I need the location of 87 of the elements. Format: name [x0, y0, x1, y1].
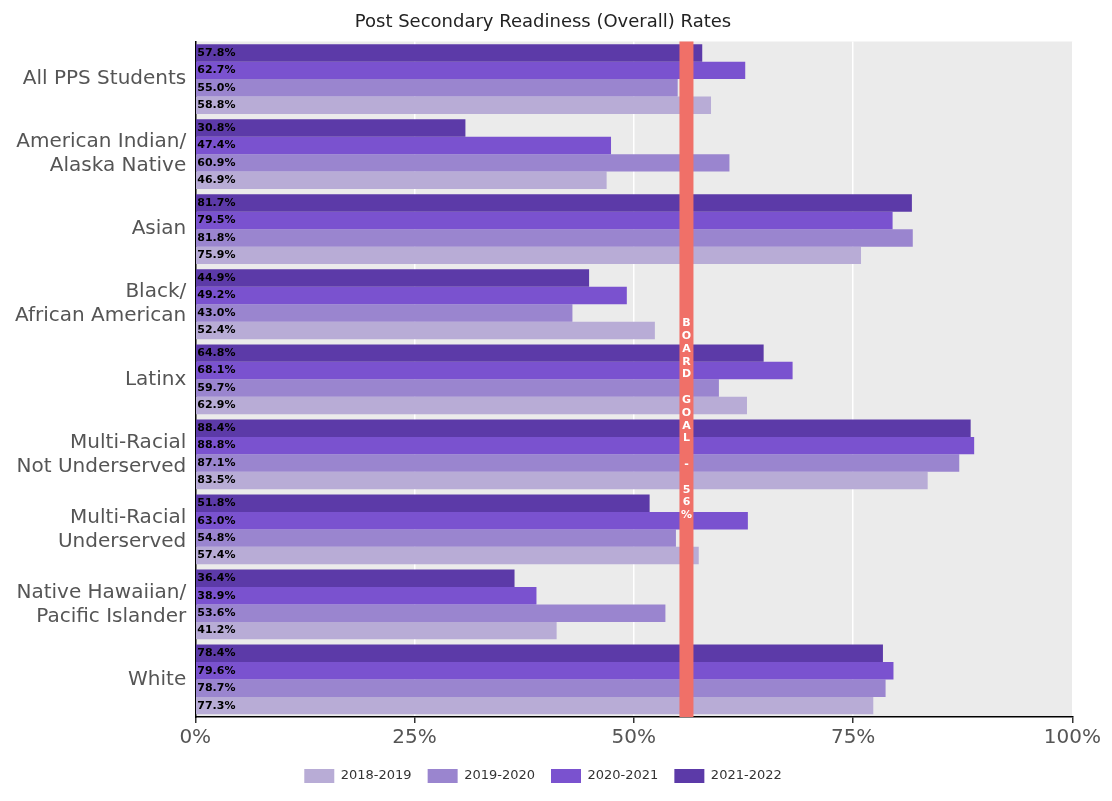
data-label: 36.4%: [197, 571, 236, 585]
data-label: 87.1%: [197, 455, 236, 469]
data-label: 79.6%: [197, 663, 236, 677]
bar: [196, 494, 650, 512]
bar: [196, 379, 719, 397]
data-label: 57.4%: [197, 548, 236, 562]
legend-label: 2020-2021: [587, 767, 659, 783]
x-tick-label: 25%: [392, 724, 437, 749]
data-label: 63.0%: [197, 513, 236, 527]
y-tick-label: White: [128, 665, 187, 690]
x-tick-label: 0%: [179, 724, 212, 749]
bar: [196, 119, 466, 137]
y-tick-label: Black/ African American: [15, 278, 187, 327]
bar: [196, 644, 883, 663]
x-tick-label: 50%: [611, 724, 657, 749]
data-label: 54.8%: [197, 530, 236, 544]
data-label: 78.4%: [197, 646, 236, 660]
bar: [196, 396, 747, 415]
legend-label: 2018-2019: [340, 767, 412, 783]
data-label: 78.7%: [197, 681, 236, 695]
data-label: 88.8%: [197, 438, 236, 452]
bar: [196, 511, 748, 530]
bar: [196, 662, 894, 680]
y-tick-label: Asian: [131, 215, 187, 240]
data-label: 81.7%: [197, 195, 236, 209]
data-label: 68.1%: [197, 363, 236, 377]
y-tick-label: All PPS Students: [22, 65, 187, 90]
bar: [196, 454, 960, 472]
data-label: 64.8%: [197, 345, 236, 359]
data-label: 62.9%: [197, 398, 236, 412]
bar: [196, 621, 557, 640]
data-label: 51.8%: [197, 496, 236, 510]
data-label: 47.4%: [197, 138, 236, 152]
y-tick-label: Latinx: [124, 365, 187, 390]
bar: [196, 546, 699, 565]
bar: [196, 679, 886, 697]
data-label: 57.8%: [197, 45, 236, 59]
data-label: 44.9%: [197, 270, 236, 284]
data-label: 41.2%: [197, 623, 236, 637]
y-tick-label: Multi-Racial Not Underserved: [16, 428, 187, 477]
data-label: 49.2%: [197, 288, 236, 302]
data-label: 58.8%: [197, 98, 236, 112]
data-label: 77.3%: [197, 698, 236, 712]
bar: [196, 154, 730, 172]
data-label: 38.9%: [197, 588, 236, 602]
bar: [196, 44, 703, 62]
data-label: 43.0%: [197, 305, 236, 319]
bar: [196, 136, 612, 155]
bar: [196, 696, 874, 715]
bar: [196, 286, 627, 305]
data-label: 30.8%: [197, 120, 236, 134]
data-label: 81.8%: [197, 230, 236, 244]
bar: [196, 304, 573, 322]
bar: [196, 569, 515, 587]
data-label: 59.7%: [197, 380, 236, 394]
data-label: 79.5%: [197, 213, 236, 227]
bar: [196, 194, 912, 212]
data-label: 46.9%: [197, 173, 236, 187]
data-label: 53.6%: [197, 606, 236, 620]
data-label: 88.4%: [197, 421, 236, 435]
y-tick-label: American Indian/ Alaska Native: [16, 128, 187, 177]
bar: [196, 246, 862, 265]
bar: [196, 604, 666, 622]
bar: [196, 321, 655, 340]
bar: [196, 61, 746, 80]
text: BOARD GOAL - 56%: [680, 316, 692, 522]
bar: [196, 586, 537, 605]
y-tick-label: Multi-Racial Underserved: [57, 503, 187, 552]
data-label: 75.9%: [197, 248, 236, 262]
data-label: 83.5%: [197, 473, 236, 487]
bar: [196, 96, 712, 115]
data-label: 55.0%: [197, 80, 236, 94]
bar: [196, 269, 590, 287]
bar: [196, 79, 678, 97]
bar: [196, 229, 913, 247]
chart-title: Post Secondary Readiness (Overall) Rates: [354, 10, 732, 32]
legend-label: 2021-2022: [710, 767, 782, 783]
x-tick-label: 75%: [830, 724, 876, 749]
bar: [196, 211, 893, 230]
data-label: 52.4%: [197, 323, 236, 337]
bar: [196, 171, 607, 190]
data-label: 62.7%: [197, 63, 236, 77]
x-tick-label: 100%: [1043, 724, 1101, 749]
y-tick-label: Native Hawaiian/ Pacific Islander: [16, 578, 188, 627]
bar: [196, 529, 676, 547]
legend-label: 2019-2020: [464, 767, 535, 783]
data-label: 60.9%: [197, 155, 236, 169]
